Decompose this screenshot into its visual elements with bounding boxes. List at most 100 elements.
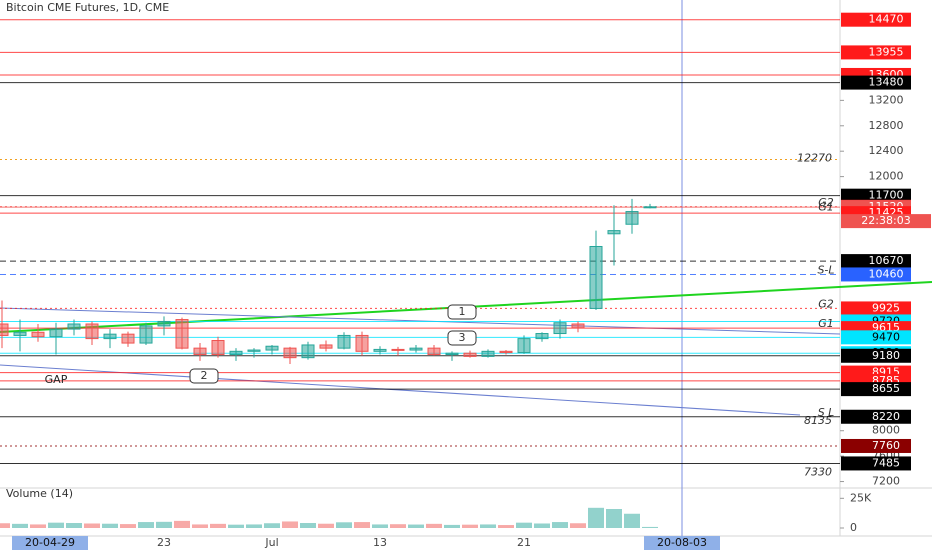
candle-body — [625, 211, 639, 225]
level-label-box — [841, 409, 911, 424]
candle-body — [319, 344, 333, 349]
volume-bar — [102, 523, 118, 528]
candle-body — [139, 325, 153, 344]
y-tick-label: 12000 — [869, 170, 904, 183]
y-tick-label: 13200 — [869, 93, 904, 106]
volume-bar — [516, 522, 532, 528]
volume-bar — [444, 524, 460, 528]
chart-title: Bitcoin CME Futures, 1D, CME — [6, 1, 169, 14]
volume-bar — [264, 523, 280, 528]
volume-bar — [210, 523, 226, 528]
candle-body — [607, 230, 621, 235]
level-label-box — [841, 438, 911, 453]
trend-line — [0, 364, 801, 416]
candle-body — [535, 333, 549, 340]
y-tick-label: 7200 — [872, 475, 900, 488]
crosshair-label: 20-04-29 — [25, 536, 75, 549]
level-label-box — [841, 75, 911, 90]
x-tick-label: Jul — [264, 536, 278, 549]
price-note: 12270 — [797, 151, 832, 164]
x-tick-label: 21 — [517, 536, 531, 549]
candle-body — [283, 347, 297, 359]
candle-body — [499, 350, 513, 354]
candle-body — [13, 331, 27, 336]
candle-body — [643, 206, 657, 209]
candle-body — [193, 347, 207, 355]
volume-bar — [642, 526, 658, 528]
candle-body — [571, 323, 585, 329]
candle-body — [265, 345, 279, 351]
level-label-box — [841, 301, 911, 316]
volume-bar — [534, 523, 550, 528]
candle-body — [373, 348, 387, 352]
candle-body — [31, 331, 45, 338]
level-label: 13480 — [869, 76, 904, 89]
candle-body — [589, 245, 603, 309]
volume-bar — [354, 522, 370, 528]
candle-body — [157, 320, 171, 327]
level-label-box — [841, 456, 911, 471]
crosshair-label-box — [644, 536, 720, 550]
volume-bar — [372, 524, 388, 528]
level-label-box — [841, 45, 911, 60]
candle-body — [103, 333, 117, 340]
volume-bar — [624, 513, 640, 528]
countdown: 22:38:03 — [861, 214, 910, 227]
line-note: G2 — [818, 297, 834, 310]
volume-bar — [48, 522, 64, 528]
candle-body — [391, 348, 405, 351]
candle-body — [211, 340, 225, 355]
volume-bar — [390, 524, 406, 528]
volume-bar — [318, 523, 334, 528]
line-note: G1 — [818, 201, 834, 214]
candle-body — [481, 350, 495, 357]
candle-body — [445, 352, 459, 355]
level-label-box — [841, 12, 911, 27]
level-label: 9470 — [872, 330, 900, 343]
candle-body — [0, 323, 9, 336]
crosshair-label-box — [12, 536, 88, 550]
level-label: 11700 — [869, 189, 904, 202]
level-label: 13955 — [869, 45, 904, 58]
candle-body — [67, 323, 81, 330]
volume-bar — [30, 524, 46, 528]
price-note: 8135 — [804, 414, 832, 427]
volume-tick-label: 25K — [850, 491, 872, 504]
price-note: 7330 — [804, 465, 832, 478]
level-label: 9925 — [872, 301, 900, 314]
volume-bar — [246, 524, 262, 528]
callout: 1 — [459, 305, 466, 318]
candle-body — [409, 347, 423, 351]
candle-body — [553, 322, 567, 335]
level-label-box — [841, 254, 911, 269]
candle-body — [427, 347, 441, 355]
volume-bar — [84, 523, 100, 528]
volume-bar — [138, 522, 154, 528]
level-label: 7485 — [872, 456, 900, 469]
line-note: G2 — [818, 196, 834, 209]
volume-bar — [498, 525, 514, 528]
level-label: 10460 — [869, 267, 904, 280]
volume-bar — [0, 523, 10, 528]
candle-body — [49, 328, 63, 338]
level-label-box — [841, 330, 911, 345]
callout-box — [189, 368, 219, 384]
volume-bar — [174, 520, 190, 528]
volume-bar — [120, 524, 136, 528]
x-tick-label: 13 — [373, 536, 387, 549]
volume-bar — [462, 524, 478, 528]
callout-box — [447, 330, 477, 346]
level-label: 8220 — [872, 410, 900, 423]
level-label: 8655 — [872, 382, 900, 395]
candle-body — [247, 349, 261, 352]
level-label-box — [841, 188, 911, 203]
candle-body — [229, 350, 243, 355]
line-note: S-L — [817, 263, 834, 276]
volume-tick-label: 0 — [850, 521, 857, 534]
callout-box — [447, 304, 477, 320]
callout: 3 — [459, 331, 466, 344]
callout: GAP — [45, 373, 68, 386]
level-label: 10670 — [869, 254, 904, 267]
volume-bar — [408, 524, 424, 528]
